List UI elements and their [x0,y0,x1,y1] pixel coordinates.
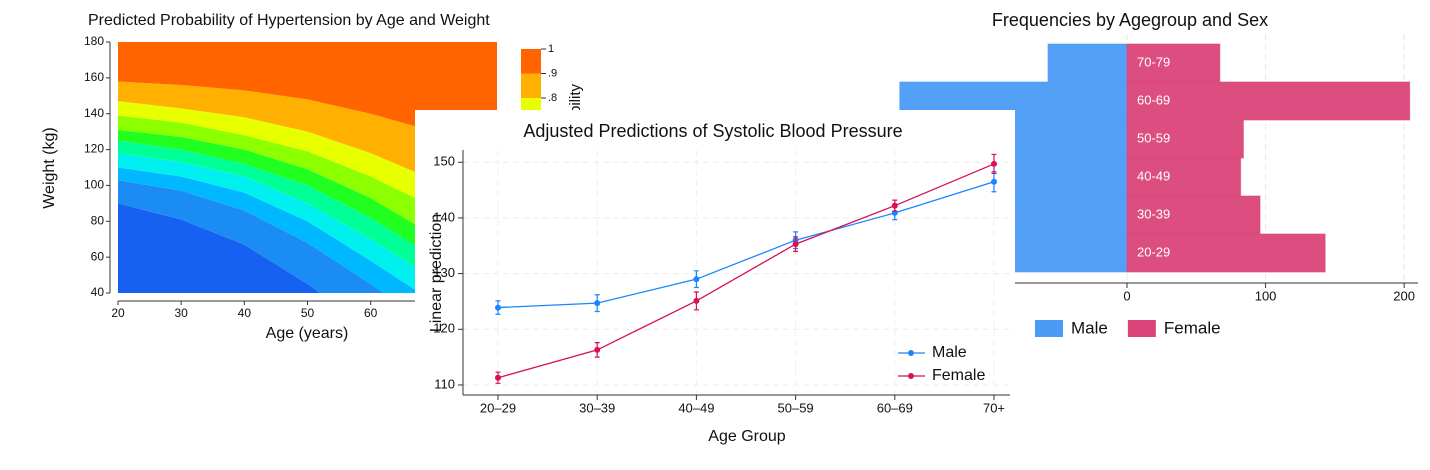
chart-title: Adjusted Predictions of Systolic Blood P… [523,121,902,141]
y-tick-label: 80 [91,213,105,227]
x-tick-label: 50 [301,306,315,320]
y-tick-label: 180 [84,34,104,48]
contour-band [118,203,321,293]
bar-category-label: 70-79 [1137,54,1170,69]
legend-swatch [1035,320,1063,337]
y-axis-title: Weight (kg) [41,127,58,209]
bar [1004,157,1128,197]
y-tick-label: 130 [433,265,455,280]
y-tick-label: 160 [84,70,104,84]
y-tick-label: 40 [91,285,105,299]
point [495,374,501,381]
bar [1047,43,1128,83]
x-axis-title: Age (years) [266,325,349,342]
x-tick-label: 30–39 [579,400,615,415]
contour-band [118,101,497,243]
x-tick-label: 70+ [983,400,1005,415]
y-axis-title: Linear prediction [428,214,445,332]
bar [999,195,1128,235]
y-tick-label: 100 [84,178,104,192]
colorbar-tick-label: .8 [548,92,557,104]
x-tick-label: 20 [111,306,125,320]
x-tick-label: 50–59 [778,400,814,415]
colorbar-tick-label: .9 [548,67,557,79]
y-tick-label: 120 [84,142,104,156]
bar [1001,119,1128,159]
chart-title: Frequencies by Agegroup and Sex [992,10,1268,30]
bar [1126,119,1244,159]
legend-label: Male [1071,318,1108,337]
x-axis-title: Age Group [708,428,785,445]
contour-band [118,115,497,276]
x-tick-label: 100 [1255,288,1277,303]
bar-category-label: 60-69 [1137,92,1170,107]
legend-label: Male [932,344,967,361]
bar-category-label: 20-29 [1137,244,1170,259]
point [594,346,601,353]
legend-label: Female [932,367,985,384]
chart-title: Predicted Probability of Hypertension by… [88,12,490,29]
y-tick-label: 140 [433,209,455,224]
point [792,241,799,248]
legend-label: Female [1164,318,1221,337]
line-chart: Adjusted Predictions of Systolic Blood P… [415,110,1015,470]
x-tick-label: 60 [364,306,378,320]
bar-category-label: 30-39 [1137,206,1170,221]
bar [1126,157,1242,197]
contour-band [118,153,456,293]
colorbar-segment [521,49,541,74]
point [991,160,997,167]
point [594,300,601,307]
x-tick-label: 20–29 [480,400,516,415]
point [891,202,898,209]
x-tick-label: 40 [238,306,252,320]
contour-band [118,140,492,293]
contour-band [118,167,421,293]
point [693,297,700,304]
y-tick-label: 140 [84,106,104,120]
bar-category-label: 40-49 [1137,168,1170,183]
x-tick-label: 200 [1393,288,1415,303]
point [991,178,997,185]
contour-band [118,42,497,154]
bar [1126,195,1261,235]
y-tick-label: 150 [433,154,455,169]
x-tick-label: 30 [174,306,188,320]
x-tick-label: 0 [1123,288,1130,303]
x-tick-label: 60–69 [877,400,913,415]
colorbar-tick-label: 1 [548,43,554,55]
bar-category-label: 50-59 [1137,130,1170,145]
bar [1126,81,1411,121]
point [693,276,700,283]
point [495,304,501,311]
series-line [497,163,995,379]
series-line [497,181,995,309]
bar [1126,233,1326,273]
legend-marker [908,350,914,356]
contour-band [118,180,384,293]
bar [1126,43,1221,83]
colorbar-segment [521,73,541,98]
y-tick-label: 120 [433,321,455,336]
legend-marker [908,373,914,379]
legend-swatch [1127,320,1156,337]
y-tick-label: 60 [91,249,105,263]
x-tick-label: 40–49 [678,400,714,415]
y-tick-label: 110 [434,376,455,391]
